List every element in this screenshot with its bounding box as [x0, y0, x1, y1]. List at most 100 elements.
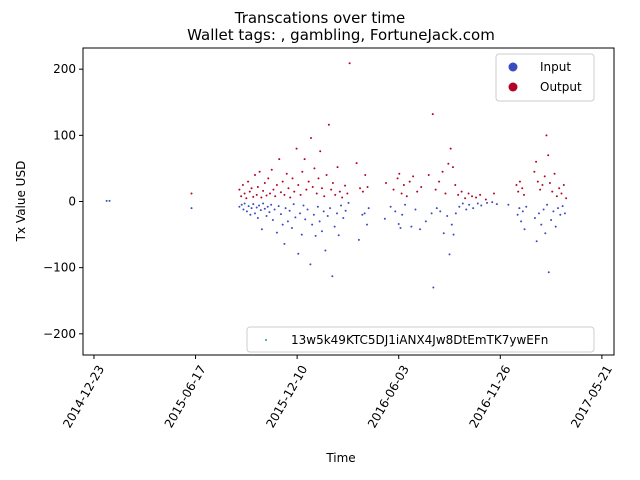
data-point-input: [283, 242, 286, 245]
data-point-output: [484, 198, 487, 201]
data-point-output: [252, 195, 255, 198]
data-point-output: [361, 190, 364, 193]
data-point-output: [366, 185, 369, 188]
data-point-input: [337, 234, 340, 237]
data-point-input: [465, 208, 468, 211]
data-point-input: [265, 215, 268, 218]
data-point-output: [256, 185, 259, 188]
data-point-input: [476, 202, 479, 205]
data-point-output: [449, 147, 452, 150]
data-point-input: [306, 208, 309, 211]
data-point-input: [322, 210, 325, 213]
data-point-output: [562, 183, 565, 186]
data-point-output: [190, 192, 193, 195]
data-point-input: [535, 240, 538, 243]
data-point-input: [448, 253, 451, 256]
data-point-input: [550, 219, 553, 222]
data-point-input: [270, 203, 273, 206]
legend-label-wallet: 13w5k49KTC5DJ1iANX4Jw8DtEmTK7ywEFn: [291, 333, 548, 347]
data-point-input: [516, 213, 519, 216]
data-point-input: [404, 203, 407, 206]
data-point-input: [255, 206, 258, 209]
data-point-input: [249, 213, 252, 216]
data-point-input: [105, 199, 108, 202]
data-point-output: [364, 174, 367, 177]
data-point-output: [416, 190, 419, 193]
data-point-input: [559, 213, 562, 216]
legend-wallet: 13w5k49KTC5DJ1iANX4Jw8DtEmTK7ywEFn: [246, 326, 595, 353]
data-point-input: [410, 225, 413, 228]
data-point-input: [507, 203, 510, 206]
data-point-input: [491, 201, 494, 204]
data-point-output: [427, 174, 430, 177]
data-point-input: [472, 207, 475, 210]
data-point-input: [552, 210, 555, 213]
x-tick-label: 2016-11-26: [467, 363, 514, 430]
data-point-input: [520, 220, 523, 223]
y-tick-label: 200: [53, 62, 76, 76]
data-point-input: [297, 252, 300, 255]
data-point-input: [542, 208, 545, 211]
data-point-input: [309, 263, 312, 266]
data-point-output: [398, 172, 401, 175]
data-point-output: [355, 162, 358, 165]
data-point-output: [313, 167, 316, 170]
y-tick-label: 100: [53, 128, 76, 142]
x-axis-label: Time: [325, 451, 355, 465]
data-point-input: [247, 205, 250, 208]
data-point-output: [492, 192, 495, 195]
data-point-output: [287, 187, 290, 190]
data-point-output: [536, 180, 539, 183]
data-point-output: [305, 188, 308, 191]
data-point-output: [346, 192, 349, 195]
data-point-output: [297, 183, 300, 186]
data-point-output: [330, 188, 333, 191]
data-point-output: [460, 190, 463, 193]
data-point-input: [259, 209, 262, 212]
data-point-output: [441, 170, 444, 173]
legend-box: [246, 326, 595, 353]
data-point-output: [543, 175, 546, 178]
data-point-output: [548, 181, 551, 184]
data-point-input: [273, 208, 276, 211]
data-point-output: [309, 136, 312, 139]
data-point-input: [495, 203, 498, 206]
data-point-input: [263, 207, 266, 210]
data-point-input: [333, 225, 336, 228]
data-point-output: [447, 162, 450, 165]
y-axis-label: Tx Value USD: [14, 161, 28, 243]
x-axis-ticks: 2014-12-23 2015-06-17 2015-12-10 2016-06-03…: [60, 355, 615, 430]
data-point-input: [521, 210, 524, 213]
data-point-input: [544, 232, 547, 235]
data-point-output: [547, 154, 550, 157]
data-point-output: [327, 123, 330, 126]
data-point-input: [537, 212, 540, 215]
data-point-output: [479, 193, 482, 196]
x-tick-label: 2015-06-17: [162, 363, 209, 430]
legend-marker-input: [508, 62, 518, 72]
data-point-output: [289, 196, 292, 199]
data-point-input: [252, 203, 255, 206]
data-point-input: [468, 203, 471, 206]
data-point-input: [394, 210, 397, 213]
data-point-input: [439, 210, 442, 213]
data-point-output: [315, 192, 318, 195]
data-point-input: [454, 212, 457, 215]
data-point-input: [250, 207, 253, 210]
data-point-output: [475, 196, 478, 199]
data-point-output: [299, 193, 302, 196]
data-point-input: [518, 207, 521, 210]
data-point-input: [238, 205, 241, 208]
data-point-output: [444, 192, 447, 195]
data-point-output: [258, 170, 261, 173]
data-point-input: [561, 205, 564, 208]
data-point-output: [541, 183, 544, 186]
data-point-input: [258, 204, 261, 207]
data-point-output: [408, 180, 411, 183]
data-point-input: [563, 212, 566, 215]
data-point-output: [272, 188, 275, 191]
data-point-output: [331, 181, 334, 184]
data-point-input: [389, 205, 392, 208]
data-point-input: [450, 223, 453, 226]
data-point-input: [324, 249, 327, 252]
